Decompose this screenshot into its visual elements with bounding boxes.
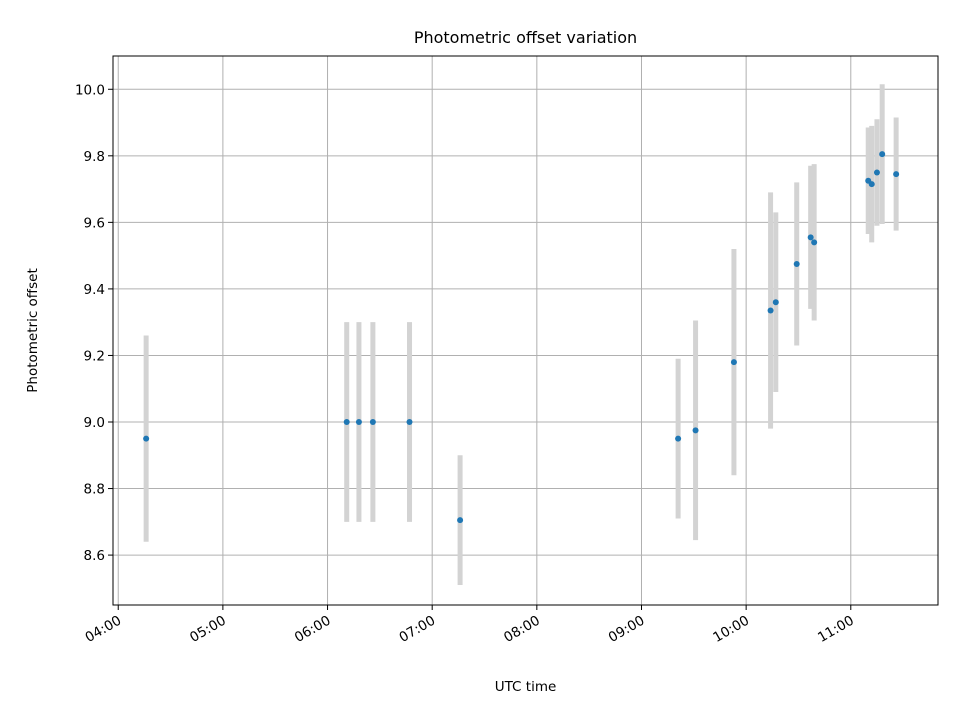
data-point bbox=[343, 419, 350, 425]
data-point bbox=[692, 427, 699, 434]
data-point bbox=[879, 151, 886, 158]
y-axis-label: Photometric offset bbox=[25, 268, 41, 392]
data-point bbox=[406, 419, 413, 425]
x-axis-label: UTC time bbox=[495, 679, 557, 695]
y-tick-label: 9.4 bbox=[84, 282, 105, 298]
y-tick-label: 9.2 bbox=[84, 348, 105, 364]
data-point bbox=[143, 435, 150, 442]
x-tick-label: 08:00 bbox=[501, 613, 543, 646]
x-tick-label: 04:00 bbox=[83, 613, 125, 646]
plot-frame bbox=[112, 55, 939, 606]
point-layer bbox=[143, 151, 900, 524]
x-tick-label: 11:00 bbox=[815, 613, 857, 646]
data-point bbox=[811, 239, 818, 246]
y-tick-label: 8.8 bbox=[84, 482, 105, 498]
data-point bbox=[355, 419, 362, 425]
data-point bbox=[369, 419, 376, 425]
errorbar-layer bbox=[143, 84, 899, 586]
chart-title: Photometric offset variation bbox=[414, 28, 637, 47]
data-point bbox=[675, 435, 682, 442]
data-point bbox=[893, 171, 900, 178]
y-tick-label: 9.0 bbox=[84, 415, 105, 431]
x-tick-label: 09:00 bbox=[606, 613, 648, 646]
y-tick-label: 10.0 bbox=[75, 82, 105, 98]
data-point bbox=[730, 359, 737, 366]
x-tick-label: 05:00 bbox=[187, 613, 229, 646]
y-tick-label: 8.6 bbox=[84, 548, 105, 564]
y-tick-label: 9.6 bbox=[84, 215, 105, 231]
x-tick-label: 10:00 bbox=[710, 613, 752, 646]
data-point bbox=[868, 181, 875, 188]
data-point bbox=[807, 234, 814, 241]
data-point bbox=[793, 260, 800, 267]
data-point bbox=[873, 169, 880, 176]
x-tick-label: 07:00 bbox=[396, 613, 438, 646]
grid-layer bbox=[113, 56, 938, 605]
data-point bbox=[767, 307, 774, 314]
data-point bbox=[772, 299, 779, 306]
y-tick-label: 9.8 bbox=[84, 149, 105, 165]
tick-layer: 04:00 05:00 06:00 07:00 08:00 09:00 10:00 11:00… bbox=[75, 82, 857, 646]
x-tick-label: 06:00 bbox=[292, 613, 334, 646]
data-point bbox=[457, 517, 464, 524]
